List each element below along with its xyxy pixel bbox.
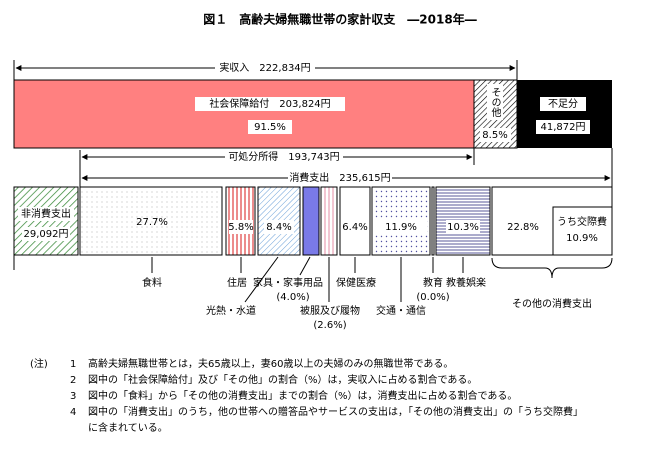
- housing-share: 5.8%: [228, 222, 253, 233]
- other-share: 22.8%: [507, 222, 539, 233]
- notes-head: (注): [30, 357, 48, 370]
- note-text: に含まれている。: [88, 421, 168, 434]
- consumption-label: 消費支出 235,615円: [289, 171, 390, 184]
- furniture-label: 家具・家事用品: [253, 276, 323, 289]
- note-text: 高齢夫婦無職世帯とは，夫65歳以上，妻60歳以上の夫婦のみの無職世帯である。: [88, 357, 453, 370]
- label-bg: [18, 207, 480, 241]
- deficit-amount: 41,872円: [541, 122, 586, 133]
- title: 図１ 高齢夫婦無職世帯の家計収支 ―2018年―: [203, 12, 476, 27]
- notes: 1 高齢夫婦無職世帯とは，夫65歳以上，妻60歳以上の夫婦のみの無職世帯である。 2…: [70, 357, 583, 434]
- note-number: 1: [70, 359, 76, 370]
- income-label: 実収入 222,834円: [219, 61, 310, 74]
- note-number: 3: [70, 391, 76, 402]
- income-arrow: [13, 60, 518, 80]
- note-text: 図中の「社会保障給付」及び「その他」の割合（%）は，実収入に占める割合である。: [88, 373, 477, 386]
- transport-label: 交通・通信: [376, 304, 426, 317]
- clothing-label: 被服及び履物: [300, 304, 360, 317]
- housing-label: 住居: [227, 276, 247, 289]
- social-expense-label: うち交際費: [557, 215, 607, 228]
- utilities-share: 8.4%: [266, 222, 291, 233]
- food-label: 食料: [142, 276, 162, 289]
- social-label: 社会保障給付 203,824円: [209, 97, 330, 110]
- note-text: 図中の「消費支出」のうち，他の世帯への贈答品やサービスの支出は，「その他の消費支…: [88, 405, 583, 418]
- note-number: 2: [70, 375, 76, 386]
- non-consumption-label: 非消費支出: [21, 207, 71, 220]
- social-share: 91.5%: [254, 122, 286, 133]
- leader-lines: [13, 255, 613, 303]
- culture-share: 10.3%: [447, 222, 479, 233]
- non-consumption-amount: 29,092円: [24, 229, 69, 240]
- education-share: (0.0%): [416, 292, 449, 303]
- education-label: 教育: [423, 276, 443, 289]
- social-expense-share: 10.9%: [566, 233, 598, 244]
- note-text: 図中の「食料」から「その他の消費支出」までの割合（%）は，消費支出に占める割合で…: [88, 389, 517, 402]
- food-share: 27.7%: [136, 217, 168, 228]
- clothing-share: (2.6%): [313, 320, 346, 331]
- deficit-bar: [517, 80, 612, 148]
- medical-label: 保健医療: [336, 276, 376, 289]
- furniture-share: (4.0%): [276, 292, 309, 303]
- social-security-bar: [13, 79, 475, 149]
- other-income-label: その他: [489, 87, 501, 118]
- culture-label: 教養娯楽: [446, 276, 486, 289]
- disposable-label: 可処分所得 193,743円: [228, 150, 339, 163]
- other-label: その他の消費支出: [512, 297, 592, 310]
- other-income-share: 8.5%: [482, 130, 507, 141]
- note-number: 4: [70, 407, 76, 418]
- deficit-label: 不足分: [548, 98, 578, 110]
- expense-bar: [13, 186, 613, 256]
- medical-share: 6.4%: [342, 222, 367, 233]
- transport-share: 11.9%: [385, 222, 417, 233]
- utilities-label: 光熱・水道: [206, 304, 256, 317]
- arrows: [79, 148, 613, 187]
